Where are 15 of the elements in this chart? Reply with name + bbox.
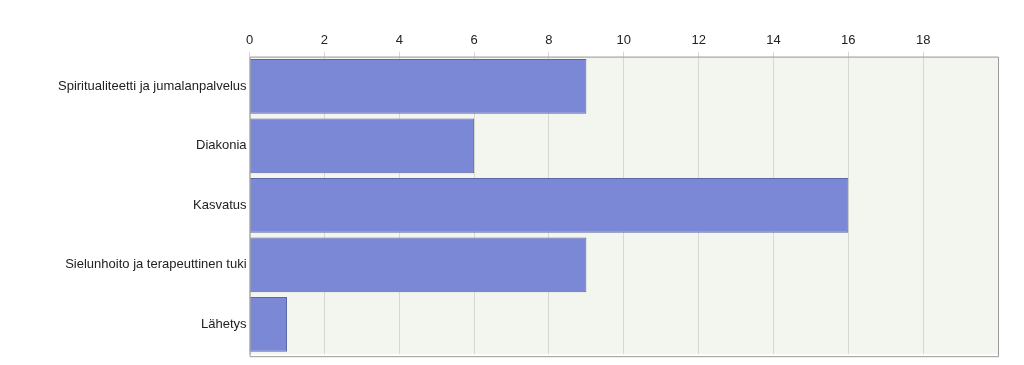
x-tick-label: 6 [470, 32, 478, 48]
x-tick-label: 0 [245, 32, 254, 48]
y-tick-label: Lähetys [201, 316, 248, 332]
y-tick-label: Sielunhoito ja terapeuttinen tuki [65, 256, 247, 272]
x-tick-label: 8 [545, 32, 553, 48]
x-tick-label: 12 [691, 32, 706, 48]
x-tick-label: 2 [320, 32, 329, 48]
x-tick-label: 16 [841, 32, 856, 48]
x-tick-label: 14 [766, 32, 781, 48]
x-tick-label: 4 [395, 32, 403, 48]
y-tick-label: Spiritualiteetti ja jumalanpalvelus [57, 77, 248, 93]
y-tick-label: Kasvatus [193, 196, 248, 212]
y-tick-label: Diakonia [196, 137, 248, 153]
x-tick-label: 10 [616, 32, 632, 48]
x-tick-label: 18 [915, 32, 931, 48]
